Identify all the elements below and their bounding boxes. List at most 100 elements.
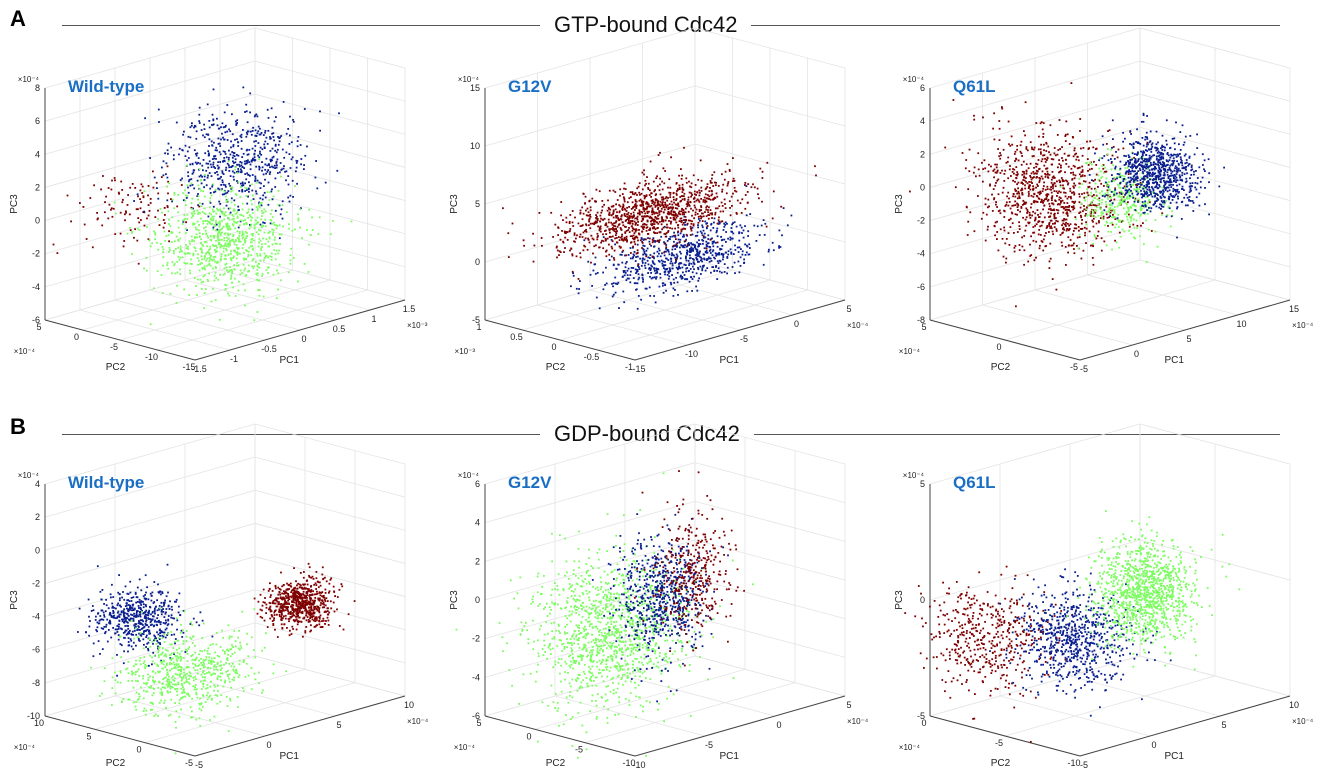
- scatter-point: [684, 278, 686, 281]
- scatter-point: [664, 201, 666, 204]
- scatter-point: [227, 217, 230, 219]
- scatter-point: [197, 161, 199, 164]
- scatter-point: [1112, 208, 1114, 211]
- scatter-point: [1025, 170, 1028, 173]
- scatter-point: [1032, 210, 1034, 213]
- scatter-point: [200, 248, 203, 251]
- scatter-point: [632, 211, 635, 214]
- scatter-point: [239, 252, 241, 255]
- scatter-point: [629, 281, 632, 284]
- scatter-point: [683, 235, 685, 238]
- scatter-point: [245, 160, 248, 162]
- scatter-point: [161, 246, 164, 248]
- scatter-point: [1011, 171, 1014, 173]
- scatter-point: [147, 194, 149, 197]
- scatter-point: [653, 219, 656, 222]
- scatter-point: [686, 249, 688, 252]
- scatter-point: [239, 161, 242, 163]
- scatter-point: [1051, 199, 1053, 201]
- scatter-point: [710, 181, 713, 184]
- scatter-point: [662, 267, 665, 269]
- scatter-point: [1051, 202, 1054, 205]
- scatter-point: [1073, 149, 1076, 152]
- scatter-point: [763, 234, 766, 236]
- scatter-point: [241, 237, 244, 240]
- scatter-point: [713, 221, 715, 224]
- scatter-point: [668, 267, 671, 270]
- scatter-point: [562, 219, 564, 221]
- scatter-point: [653, 212, 656, 215]
- scatter-point: [186, 229, 188, 231]
- scatter-point: [209, 197, 212, 200]
- scatter-point: [677, 231, 679, 234]
- scatter-point: [654, 189, 656, 191]
- scatter-point: [1181, 179, 1184, 182]
- scatter-point: [690, 246, 693, 249]
- scatter-point: [197, 193, 199, 195]
- scatter-point: [696, 248, 699, 251]
- scatter-point: [297, 219, 300, 222]
- scatter-point: [1041, 221, 1044, 223]
- scatter-point: [732, 222, 734, 224]
- scatter-point: [230, 269, 233, 271]
- scatter-point: [1117, 148, 1120, 151]
- scatter-point: [731, 237, 734, 240]
- scatter-point: [1138, 167, 1141, 170]
- scatter-point: [1040, 143, 1042, 146]
- scatter-point: [1086, 206, 1088, 209]
- scatter-point: [212, 235, 215, 237]
- scatter-point: [269, 212, 272, 215]
- scatter-point: [704, 220, 707, 223]
- scatter-point: [211, 185, 214, 188]
- scatter-point: [1170, 215, 1173, 218]
- scatter-point: [672, 214, 675, 216]
- scatter-point: [645, 227, 648, 229]
- scatter-point: [645, 287, 648, 290]
- scatter-point: [698, 255, 701, 258]
- scatter-point: [1050, 212, 1052, 215]
- scatter-point: [287, 183, 290, 186]
- scatter-point: [1046, 226, 1048, 228]
- scatter-point: [669, 186, 672, 189]
- scatter-point: [1044, 161, 1047, 163]
- scatter-point: [1032, 231, 1034, 234]
- scatter-point: [259, 202, 261, 205]
- scatter-point: [610, 214, 613, 217]
- scatter-point: [164, 152, 166, 155]
- scatter-point: [1016, 171, 1019, 173]
- scatter-point: [700, 217, 702, 220]
- scatter-point: [612, 216, 615, 219]
- scatter-point: [663, 251, 665, 254]
- scatter-point: [981, 161, 983, 164]
- scatter-point: [229, 233, 232, 236]
- scatter-point: [220, 244, 223, 246]
- scatter-point: [561, 230, 563, 232]
- scatter-point: [1008, 168, 1011, 171]
- scatter-point: [702, 265, 704, 267]
- scatter-point: [611, 247, 614, 250]
- scatter-point: [187, 157, 190, 159]
- scatter-point: [1031, 214, 1033, 217]
- scatter-point: [691, 220, 693, 223]
- scatter-point: [241, 231, 244, 233]
- scatter-point: [1061, 244, 1064, 247]
- scatter-point: [649, 227, 651, 230]
- scatter-point: [613, 249, 616, 252]
- scatter-point: [652, 226, 655, 229]
- scatter-point: [1071, 136, 1074, 138]
- scatter-point: [249, 92, 252, 95]
- scatter-point: [1080, 257, 1083, 260]
- scatter-point: [210, 300, 213, 303]
- scatter-point: [1147, 209, 1149, 211]
- scatter-point: [680, 277, 683, 280]
- scatter-point: [665, 232, 668, 234]
- scatter-point: [1014, 200, 1017, 203]
- scatter-point: [229, 186, 232, 189]
- scatter-point: [556, 245, 558, 248]
- scatter-point: [207, 150, 210, 153]
- scatter-point: [205, 259, 207, 262]
- scatter-point: [719, 248, 722, 251]
- scatter-point: [753, 224, 756, 227]
- scatter-point: [735, 213, 738, 215]
- scatter-point: [612, 189, 615, 192]
